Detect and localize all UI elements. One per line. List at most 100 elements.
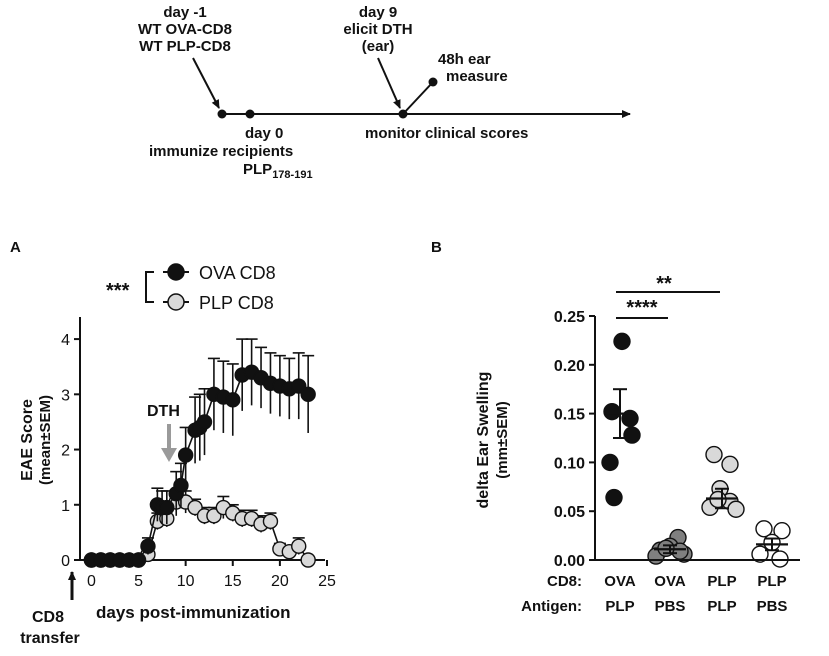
- timeline: day -1 WT OVA-CD8 WT PLP-CD8 day 9 elici…: [138, 4, 631, 181]
- x-tick-label-a-5: 25: [318, 573, 336, 590]
- y-axis-subtitle-b: (mm±SEM): [494, 401, 511, 478]
- data-point: [755, 520, 773, 538]
- data-point: [727, 500, 745, 518]
- y-tick-label-b-2: 0.10: [554, 455, 585, 472]
- category-label-cd8-1: OVA: [654, 573, 686, 590]
- y-axis-subtitle-a: (mean±SEM): [37, 395, 54, 485]
- row-label-cd8: CD8:: [547, 573, 582, 590]
- data-point: [603, 402, 621, 421]
- row-label-antigen: Antigen:: [521, 598, 582, 615]
- legend-significance: ***: [106, 280, 130, 302]
- x-tick-label-a-1: 5: [134, 573, 143, 590]
- y-ticks-b: 0.00 0.05 0.10 0.15 0.20 0.25: [554, 309, 595, 570]
- label-wt-ova: WT OVA-CD8: [138, 21, 232, 38]
- y-tick-label-a-3: 3: [61, 387, 70, 404]
- transfer-label-line2: transfer: [20, 630, 80, 647]
- data-point: [751, 545, 769, 563]
- label-wt-plp: WT PLP-CD8: [139, 38, 231, 55]
- panel-b-label: B: [431, 239, 442, 256]
- label-plp: PLP178-191: [243, 161, 313, 181]
- data-point: [173, 477, 189, 494]
- dth-label: DTH: [147, 403, 180, 420]
- category-label-cd8-2: PLP: [707, 573, 736, 590]
- label-plp-main: PLP: [243, 161, 272, 178]
- transfer-label-line1: CD8: [32, 609, 64, 626]
- group-plp-pbs: [751, 520, 791, 568]
- legend-marker-ova: [167, 263, 185, 281]
- legend-label-plp: PLP CD8: [199, 293, 274, 313]
- panel-a: A *** OVA CD8 PLP CD8 0 1 2 3 4 0 5 10 15 20 25 E…: [10, 239, 336, 647]
- y-tick-label-a-1: 1: [61, 498, 70, 515]
- y-tick-label-a-0: 0: [61, 553, 70, 570]
- timeline-48h-branch: [402, 81, 434, 115]
- label-elicit: elicit DTH: [343, 21, 412, 38]
- series-ova: [83, 338, 316, 568]
- data-point: [613, 332, 631, 351]
- timeline-dot-day0: [245, 109, 255, 119]
- category-label-cd8-3: PLP: [757, 573, 786, 590]
- category-label-antigen-0: PLP: [605, 598, 634, 615]
- y-tick-label-b-0: 0.00: [554, 553, 585, 570]
- data-point: [159, 499, 175, 516]
- y-tick-label-b-3: 0.15: [554, 407, 585, 424]
- sig-label-bottom: ****: [626, 297, 657, 319]
- category-label-antigen-3: PBS: [757, 598, 788, 615]
- y-tick-label-b-1: 0.05: [554, 504, 585, 521]
- data-point: [291, 538, 307, 554]
- data-point: [705, 445, 723, 464]
- plot-area-b: OVA PLP OVA PBS PLP PLP PLP PBS: [595, 332, 800, 615]
- group-plp-plp: [701, 445, 745, 518]
- panel-a-label: A: [10, 239, 21, 256]
- label-day-minus1: day -1: [163, 4, 206, 21]
- legend-bracket: [145, 271, 154, 303]
- data-point: [601, 453, 619, 472]
- sig-label-top: **: [656, 273, 672, 295]
- data-point: [140, 538, 156, 554]
- x-tick-label-a-3: 15: [224, 573, 242, 590]
- data-point: [721, 455, 739, 474]
- y-tick-label-b-4: 0.20: [554, 358, 585, 375]
- label-plp-sub: 178-191: [272, 169, 312, 181]
- y-tick-label-a-4: 4: [61, 332, 70, 349]
- data-point: [177, 447, 194, 463]
- x-tick-label-a-2: 10: [177, 573, 195, 590]
- legend-marker-plp: [167, 293, 185, 311]
- panel-b: B 0.00 0.05 0.10 0.15 0.20 0.25 delta Ear Swe…: [431, 239, 800, 615]
- data-point: [196, 414, 213, 430]
- data-point: [262, 513, 279, 530]
- group-ova-pbs: [647, 528, 693, 565]
- label-ear: (ear): [362, 38, 395, 55]
- x-axis-title-a: days post-immunization: [96, 603, 291, 622]
- data-point: [623, 426, 641, 444]
- x-tick-label-a-4: 20: [271, 573, 289, 590]
- category-label-antigen-1: PBS: [655, 598, 686, 615]
- data-point: [130, 552, 147, 568]
- legend-label-ova: OVA CD8: [199, 263, 276, 283]
- data-point: [300, 552, 316, 568]
- x-tick-label-a-0: 0: [87, 573, 96, 590]
- category-label-antigen-2: PLP: [707, 598, 736, 615]
- legend-a: *** OVA CD8 PLP CD8: [106, 263, 276, 313]
- label-measure: measure: [446, 68, 508, 85]
- dth-arrow-head: [161, 448, 177, 462]
- y-axis-title-a: EAE Score: [19, 399, 36, 481]
- label-immunize: immunize recipients: [149, 143, 293, 160]
- y-ticks-a: 0 1 2 3 4: [61, 332, 80, 570]
- label-day0: day 0: [245, 125, 283, 142]
- timeline-arrow-day-minus1: [192, 57, 220, 109]
- y-axis-title-b: delta Ear Swelling: [475, 372, 492, 509]
- category-label-cd8-0: OVA: [604, 573, 636, 590]
- timeline-dot-day-minus1: [217, 109, 227, 119]
- label-monitor: monitor clinical scores: [365, 125, 528, 142]
- plot-area-a: [83, 338, 316, 568]
- y-tick-label-a-2: 2: [61, 443, 70, 460]
- data-point: [605, 488, 623, 507]
- data-point: [225, 392, 241, 408]
- data-point: [300, 386, 316, 403]
- y-tick-label-b-5: 0.25: [554, 309, 585, 326]
- label-day9: day 9: [359, 4, 397, 21]
- data-point: [773, 522, 791, 540]
- group-ova-plp: [601, 332, 641, 507]
